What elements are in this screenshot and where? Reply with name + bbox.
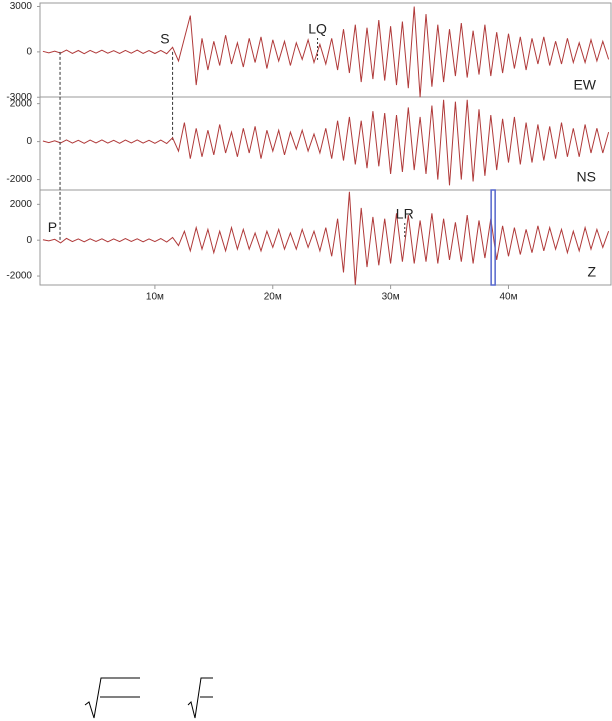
x-tick-label: 20м [264, 292, 282, 303]
x-tick-label: 10м [146, 292, 164, 303]
y-tick-label: 0 [26, 47, 32, 58]
cursor-marker [490, 189, 496, 286]
x-tick-label: 30м [382, 292, 400, 303]
plot-frame [39, 2, 612, 286]
seismic-trace [42, 191, 610, 286]
y-tick-label: -2000 [6, 271, 32, 282]
channel-label: EW [573, 77, 596, 93]
y-tick-label: 3000 [10, 1, 33, 12]
y-tick-label: 2000 [10, 98, 33, 109]
y-tick-label: -2000 [6, 174, 32, 185]
formula-sketch [84, 677, 213, 719]
y-tick-label: 2000 [10, 199, 33, 210]
seismic-trace [42, 99, 610, 186]
phase-label: S [160, 31, 169, 47]
channel-label: NS [577, 169, 596, 185]
phase-label: P [48, 219, 57, 235]
phase-label: LR [396, 206, 414, 222]
seismic-trace [42, 6, 610, 98]
channel-label: Z [587, 264, 596, 280]
sqrt-sign [84, 677, 140, 719]
y-tick-label: 0 [26, 136, 32, 147]
y-tick-label: 0 [26, 235, 32, 246]
x-tick-label: 40м [499, 292, 517, 303]
y-tick-label: -3000 [6, 92, 32, 103]
phase-label: LQ [308, 21, 327, 37]
sqrt-sign [187, 677, 213, 719]
